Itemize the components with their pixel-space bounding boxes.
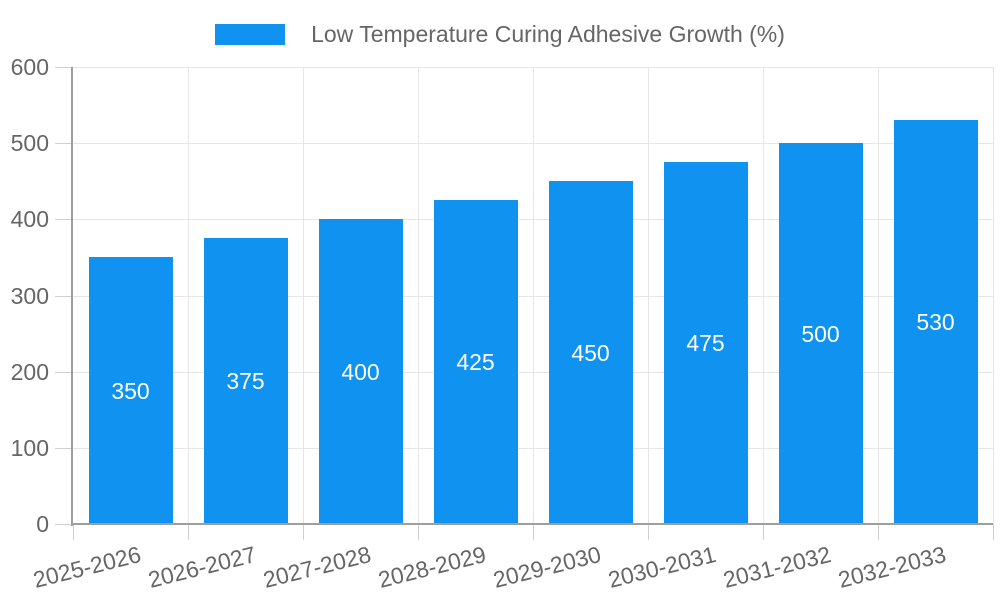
x-axis-tick — [418, 524, 419, 540]
x-axis-category-label: 2032-2033 — [835, 540, 949, 593]
x-axis-category-label: 2025-2026 — [30, 540, 144, 593]
bar[interactable] — [318, 219, 403, 523]
legend-item[interactable]: Low Temperature Curing Adhesive Growth (… — [0, 21, 1000, 48]
x-axis-tick — [188, 524, 189, 540]
bar-value-label: 400 — [341, 358, 380, 385]
bar[interactable] — [893, 120, 978, 523]
y-axis-tick-label: 300 — [10, 282, 49, 309]
x-axis-tick — [648, 524, 649, 540]
bar-value-label: 530 — [916, 309, 955, 336]
x-axis-tick — [763, 524, 764, 540]
y-axis-line — [71, 67, 73, 526]
x-axis-category-label: 2028-2029 — [375, 540, 489, 593]
gridline-vertical — [418, 67, 419, 524]
y-axis-tick — [55, 143, 71, 145]
y-axis-tick-label: 0 — [36, 511, 49, 537]
y-axis-tick-label: 200 — [10, 358, 49, 385]
bar-value-label: 450 — [571, 339, 610, 366]
bar[interactable] — [548, 181, 633, 523]
y-axis-tick-label: 100 — [10, 434, 49, 461]
x-axis-tick — [533, 524, 534, 540]
x-axis-category-label: 2027-2028 — [260, 540, 374, 593]
gridline-vertical — [303, 67, 304, 524]
y-axis-tick-label: 600 — [10, 54, 49, 80]
bar[interactable] — [203, 238, 288, 523]
y-axis-tick — [55, 295, 71, 297]
y-axis-tick — [55, 67, 71, 68]
legend-swatch — [215, 24, 286, 45]
gridline-vertical — [533, 67, 534, 524]
bar-value-label: 500 — [801, 320, 840, 347]
y-axis-tick — [55, 219, 71, 221]
gridline-vertical — [188, 67, 189, 524]
y-axis-tick — [55, 371, 71, 373]
legend-label: Low Temperature Curing Adhesive Growth (… — [311, 21, 785, 47]
x-axis-category-label: 2026-2027 — [145, 540, 259, 593]
gridline-vertical — [993, 67, 994, 524]
y-axis-tick-label: 400 — [10, 206, 49, 233]
bar[interactable] — [778, 143, 863, 523]
x-axis-tick — [73, 524, 74, 540]
gridline-vertical — [878, 67, 879, 524]
x-axis-category-label: 2031-2032 — [720, 540, 834, 593]
y-axis-tick-label: 500 — [10, 130, 49, 157]
bar[interactable] — [433, 200, 518, 523]
x-axis-category-label: 2029-2030 — [490, 540, 604, 593]
x-axis-category-label: 2030-2031 — [605, 540, 719, 593]
bar-value-label: 375 — [226, 368, 265, 395]
gridline-vertical — [648, 67, 649, 524]
bar[interactable] — [663, 162, 748, 523]
bar-value-label: 475 — [686, 330, 725, 357]
x-axis-tick — [878, 524, 879, 540]
x-axis-tick — [993, 524, 994, 540]
x-axis-line — [71, 523, 993, 525]
y-axis-tick — [55, 524, 71, 525]
x-axis-tick — [303, 524, 304, 540]
bar-value-label: 350 — [111, 377, 150, 404]
bar-value-label: 425 — [456, 349, 495, 376]
bar[interactable] — [88, 257, 173, 523]
gridline-vertical — [763, 67, 764, 524]
y-axis-tick — [55, 447, 71, 449]
